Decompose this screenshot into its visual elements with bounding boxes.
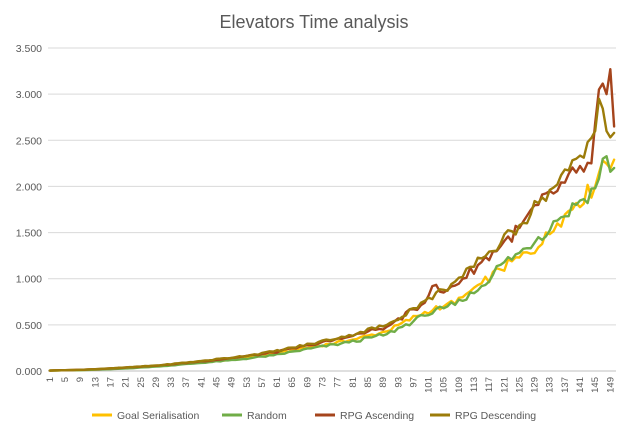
y-axis-tick-labels: 0.000 0.500 1.000 1.500 2.000 2.500 3.000 3.500: [16, 43, 42, 378]
x-tick-label: 121: [499, 377, 510, 393]
x-tick-label: 125: [514, 377, 525, 393]
x-tick-label: 41: [196, 377, 207, 388]
x-tick-label: 105: [439, 377, 450, 393]
x-tick-label: 101: [424, 377, 435, 393]
x-tick-label: 113: [469, 377, 480, 392]
x-tick-label: 141: [575, 377, 586, 393]
x-tick-label: 9: [75, 377, 86, 382]
x-tick-label: 25: [136, 377, 147, 388]
x-tick-label: 61: [272, 377, 283, 388]
x-tick-label: 129: [530, 377, 541, 393]
x-tick-label: 65: [287, 377, 298, 388]
x-tick-label: 133: [545, 377, 556, 393]
x-tick-label: 29: [151, 377, 162, 388]
y-tick-label: 0.000: [16, 366, 42, 378]
series-lines: [48, 68, 616, 372]
x-tick-label: 117: [484, 377, 495, 392]
y-tick-label: 2.000: [16, 181, 42, 193]
x-axis-tick-labels: 1 5 9 13 17 21 25 29 33 37 41 45 49 53 57 61 65 69 73 77 81 8…: [45, 377, 616, 393]
y-tick-label: 1.000: [16, 274, 42, 286]
x-tick-label: 85: [363, 377, 374, 388]
x-tick-label: 1: [45, 377, 56, 382]
legend-label: RPG Descending: [455, 410, 536, 422]
y-tick-label: 3.500: [16, 43, 42, 55]
x-tick-label: 73: [318, 377, 329, 388]
legend-label: Goal Serialisation: [117, 410, 199, 422]
chart-title: Elevators Time analysis: [219, 12, 408, 32]
y-tick-label: 0.500: [16, 320, 42, 332]
series-line-random: [48, 155, 616, 372]
x-tick-label: 37: [181, 377, 192, 388]
x-tick-label: 149: [605, 377, 616, 393]
x-tick-label: 49: [227, 377, 238, 388]
legend-label: Random: [247, 410, 287, 422]
x-tick-label: 93: [393, 377, 404, 388]
x-tick-label: 13: [90, 377, 101, 388]
x-tick-label: 109: [454, 377, 465, 393]
y-tick-label: 2.500: [16, 135, 42, 147]
x-tick-label: 5: [60, 377, 71, 382]
x-tick-label: 21: [121, 377, 132, 388]
legend: Goal Serialisation Random RPG Ascending RPG…: [92, 410, 536, 422]
x-tick-label: 69: [302, 377, 313, 388]
x-tick-label: 137: [560, 377, 571, 393]
grid-lines: [48, 47, 616, 372]
y-tick-label: 3.000: [16, 89, 42, 101]
x-tick-label: 57: [257, 377, 268, 388]
x-tick-label: 145: [590, 377, 601, 393]
y-tick-label: 1.500: [16, 228, 42, 240]
x-tick-label: 53: [242, 377, 253, 388]
x-tick-label: 97: [408, 377, 419, 388]
x-tick-label: 77: [333, 377, 344, 388]
x-tick-label: 89: [378, 377, 389, 388]
x-tick-label: 33: [166, 377, 177, 388]
x-tick-label: 17: [105, 377, 116, 388]
series-line-rpg-descending: [48, 97, 616, 372]
legend-label: RPG Ascending: [340, 410, 414, 422]
x-tick-label: 45: [212, 377, 223, 388]
x-tick-label: 81: [348, 377, 359, 388]
